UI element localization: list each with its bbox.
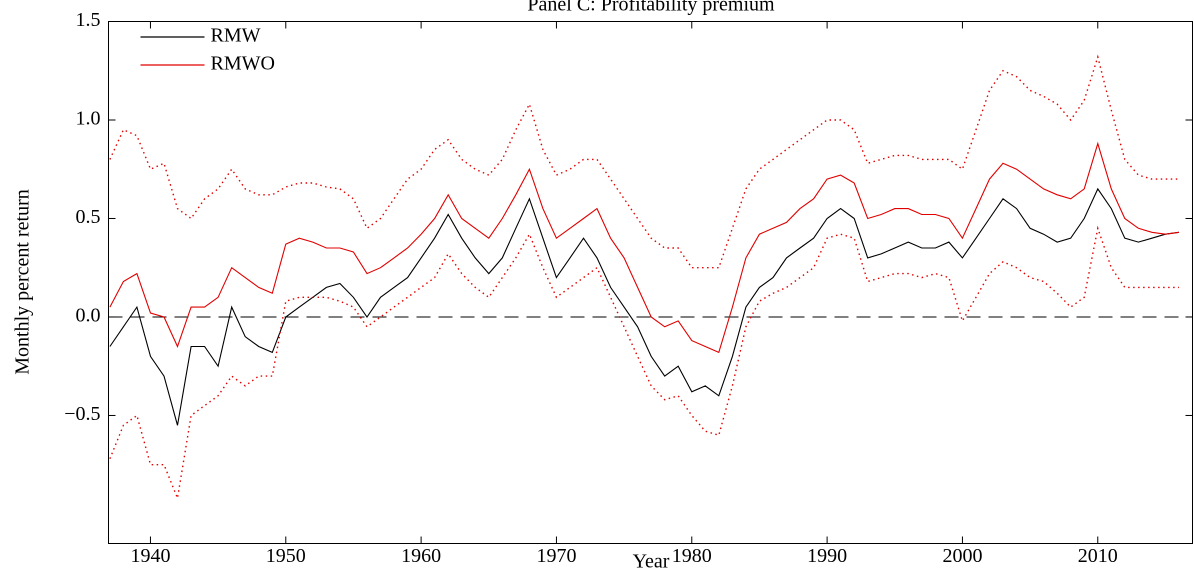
y-tick-label: 0.5 bbox=[76, 206, 101, 228]
x-tick-label: 1970 bbox=[536, 545, 576, 567]
y-tick-label: 0.0 bbox=[76, 305, 101, 327]
series-line bbox=[109, 141, 1180, 354]
x-tick-label: 1950 bbox=[266, 545, 306, 567]
legend-label: RMW bbox=[211, 25, 261, 47]
x-tick-label: 1990 bbox=[807, 545, 847, 567]
y-tick-label: 1.0 bbox=[76, 108, 101, 130]
x-tick-label: 2000 bbox=[942, 545, 982, 567]
x-tick-label: 1940 bbox=[130, 545, 170, 567]
chart-title: Panel C: Profitability premium bbox=[527, 0, 775, 16]
series-line bbox=[109, 54, 1179, 269]
x-tick-label: 1980 bbox=[672, 545, 712, 567]
legend-label: RMWO bbox=[211, 53, 275, 75]
y-axis-label: Monthly percent return bbox=[12, 189, 34, 375]
plot-frame bbox=[108, 21, 1193, 544]
x-axis-label: Year bbox=[633, 551, 670, 573]
series-line bbox=[109, 225, 1179, 501]
y-tick-label: −0.5 bbox=[64, 403, 100, 425]
y-tick-label: 1.5 bbox=[76, 9, 101, 31]
x-tick-label: 2010 bbox=[1078, 545, 1118, 567]
x-tick-label: 1960 bbox=[401, 545, 441, 567]
series-line bbox=[109, 187, 1180, 426]
